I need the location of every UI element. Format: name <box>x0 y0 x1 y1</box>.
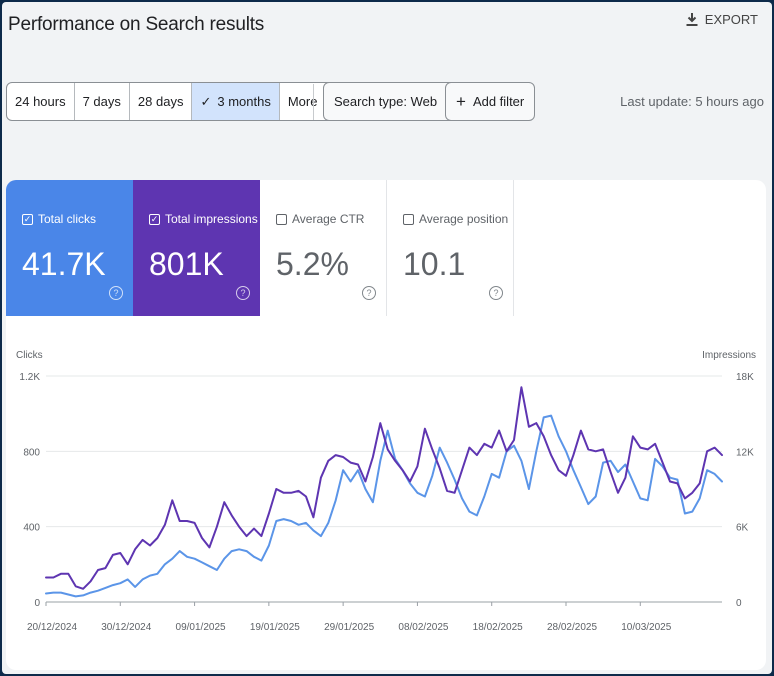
left-tick-label: 1.2K <box>19 372 40 383</box>
metric-average-position[interactable]: Average position 10.1 ? <box>387 180 514 316</box>
search-type-label: Search type: Web <box>334 94 438 109</box>
metric-label: Total impressions <box>165 212 258 226</box>
range-label: 28 days <box>137 94 184 109</box>
x-tick-label: 19/01/2025 <box>250 622 300 633</box>
metric-total-impressions[interactable]: ✓ Total impressions 801K ? <box>133 180 260 316</box>
toolbar-divider <box>313 84 314 120</box>
plus-icon: + <box>456 92 466 111</box>
right-tick-label: 12K <box>736 447 754 458</box>
x-tick-label: 30/12/2024 <box>101 622 151 633</box>
search-type-dropdown[interactable]: Search type: Web ▼ <box>323 82 467 121</box>
right-tick-label: 6K <box>736 523 749 534</box>
help-icon[interactable]: ? <box>362 286 376 300</box>
range-label: 24 hours <box>15 94 66 109</box>
left-tick-label: 800 <box>23 447 40 458</box>
metric-average-ctr[interactable]: Average CTR 5.2% ? <box>260 180 387 316</box>
range-label: More <box>287 94 318 109</box>
x-tick-label: 09/01/2025 <box>176 622 226 633</box>
series-line-total-impressions <box>45 386 723 590</box>
range-28-days[interactable]: 28 days <box>130 83 193 120</box>
range-label: 7 days <box>82 94 121 109</box>
right-axis-title: Impressions <box>702 350 756 361</box>
range-7-days[interactable]: 7 days <box>75 83 130 120</box>
metric-value: 41.7K <box>22 246 106 282</box>
metric-label-row: Average CTR <box>276 212 364 226</box>
performance-chart[interactable]: Clicks Impressions 0 400 800 1.2K 0 6K 12K 18K 20/… <box>6 180 766 670</box>
metric-total-clicks[interactable]: ✓ Total clicks 41.7K ? <box>6 180 133 316</box>
checkbox-checked-icon[interactable]: ✓ <box>22 213 33 225</box>
metric-label: Average position <box>419 212 509 226</box>
performance-card: ✓ Total clicks 41.7K ? ✓ Total impressio… <box>6 180 766 670</box>
x-tick-label: 29/01/2025 <box>324 622 374 633</box>
right-tick-label: 18K <box>736 372 754 383</box>
x-tick-label: 20/12/2024 <box>27 622 77 633</box>
export-label: EXPORT <box>704 12 758 27</box>
last-update-text: Last update: 5 hours ago <box>620 94 764 109</box>
checkbox-unchecked-icon[interactable] <box>276 213 287 225</box>
metric-label-row: ✓ Total impressions <box>149 212 258 226</box>
metric-label-row: ✓ Total clicks <box>22 212 96 226</box>
checkbox-unchecked-icon[interactable] <box>403 213 414 225</box>
metric-value: 5.2% <box>276 246 349 282</box>
help-icon[interactable]: ? <box>109 286 123 300</box>
x-tick-label: 28/02/2025 <box>547 622 597 633</box>
export-button[interactable]: EXPORT <box>686 12 758 27</box>
right-tick-label: 0 <box>736 598 742 609</box>
metric-value: 10.1 <box>403 246 466 282</box>
metric-label-row: Average position <box>403 212 508 226</box>
checkbox-checked-icon[interactable]: ✓ <box>149 213 160 225</box>
range-3-months[interactable]: ✓ 3 months <box>192 83 280 120</box>
left-tick-label: 0 <box>34 598 40 609</box>
metric-label: Total clicks <box>38 212 97 226</box>
left-tick-label: 400 <box>23 523 40 534</box>
range-24-hours[interactable]: 24 hours <box>7 83 75 120</box>
series-line-total-clicks <box>45 414 723 598</box>
add-filter-label: Add filter <box>472 94 525 109</box>
metric-label: Average CTR <box>292 212 365 226</box>
x-tick-label: 08/02/2025 <box>398 622 448 633</box>
page-title: Performance on Search results <box>8 14 265 35</box>
x-tick-label: 18/02/2025 <box>473 622 523 633</box>
add-filter-button[interactable]: + Add filter <box>445 82 536 121</box>
metric-value: 801K <box>149 246 224 282</box>
help-icon[interactable]: ? <box>489 286 503 300</box>
download-icon <box>686 13 698 26</box>
help-icon[interactable]: ? <box>236 286 250 300</box>
checkmark-icon: ✓ <box>200 93 212 109</box>
date-range-selector: 24 hours 7 days 28 days ✓ 3 months More … <box>6 82 345 121</box>
left-axis-title: Clicks <box>16 350 43 361</box>
range-label: 3 months <box>217 94 271 109</box>
x-tick-label: 10/03/2025 <box>621 622 671 633</box>
